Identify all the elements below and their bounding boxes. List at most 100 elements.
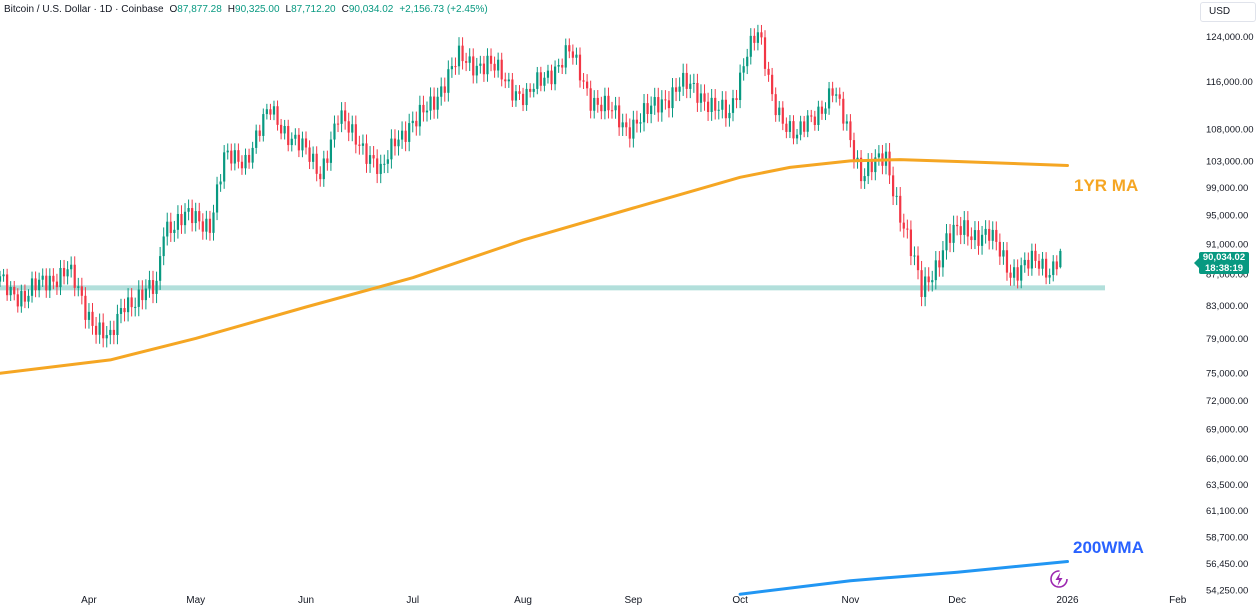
candle — [991, 221, 994, 250]
candle — [376, 149, 379, 184]
candle — [610, 101, 614, 119]
low-value: 87,712.20 — [291, 4, 336, 15]
candle — [70, 256, 73, 278]
candle — [41, 268, 44, 287]
candle — [667, 91, 671, 118]
candle — [717, 101, 720, 120]
candle — [1005, 242, 1009, 281]
candle — [920, 260, 923, 307]
candle — [191, 199, 194, 232]
y-tick-label: 124,000.00 — [1206, 32, 1254, 43]
candle — [148, 270, 151, 298]
candle — [425, 101, 429, 122]
candle — [753, 28, 756, 51]
candle — [995, 221, 998, 251]
currency-button[interactable]: USD — [1200, 2, 1256, 22]
candle — [760, 24, 763, 45]
candle — [500, 52, 503, 87]
candle — [1023, 252, 1026, 273]
candle — [682, 63, 685, 96]
candle — [664, 90, 667, 110]
candle — [938, 251, 941, 277]
candle — [237, 143, 240, 169]
candle — [699, 84, 703, 112]
candle — [1020, 257, 1023, 289]
candle — [105, 325, 108, 348]
candle — [1041, 251, 1044, 276]
candle — [746, 48, 749, 75]
candle — [84, 287, 87, 329]
candle — [1002, 241, 1005, 265]
candle — [877, 145, 880, 166]
candle — [511, 72, 514, 108]
close-label: C — [341, 4, 349, 15]
candle — [756, 24, 760, 51]
candle — [447, 60, 450, 102]
candle — [660, 90, 663, 122]
candle — [6, 268, 9, 301]
high-label: H — [227, 4, 236, 15]
candle — [831, 81, 834, 103]
candle — [397, 130, 400, 156]
candle — [326, 150, 329, 171]
candle — [721, 91, 724, 119]
candle — [151, 270, 155, 304]
candle — [319, 166, 322, 187]
candle — [916, 246, 920, 280]
candle — [365, 134, 368, 173]
candle — [578, 47, 582, 88]
candle — [521, 87, 525, 112]
lightning-logo-icon[interactable] — [1048, 568, 1070, 590]
candle — [678, 77, 681, 102]
candle — [393, 129, 397, 156]
candle — [842, 91, 845, 131]
candle — [795, 128, 799, 145]
candle — [73, 256, 76, 297]
candle — [607, 87, 610, 119]
candle — [112, 320, 115, 345]
y-tick-label: 63,500.00 — [1206, 480, 1248, 491]
candle — [304, 131, 308, 155]
candle — [714, 89, 717, 120]
y-tick-label: 61,100.00 — [1206, 506, 1248, 517]
candle — [173, 220, 176, 242]
candle — [109, 320, 112, 345]
candle — [781, 101, 784, 131]
candle — [902, 213, 905, 238]
candle — [1037, 253, 1041, 276]
candle — [400, 121, 404, 149]
candle — [568, 38, 571, 59]
candle — [618, 96, 621, 136]
candle — [1030, 243, 1033, 276]
candle — [123, 298, 126, 322]
y-tick-label: 75,000.00 — [1206, 369, 1248, 380]
candle — [763, 30, 767, 77]
candle — [849, 114, 852, 148]
candle — [774, 87, 777, 122]
candle — [1027, 252, 1030, 276]
candle — [550, 64, 553, 91]
annotation-1yr-ma: 1YR MA — [1074, 176, 1139, 195]
candle — [913, 246, 916, 266]
candle — [948, 224, 952, 253]
candle — [735, 89, 738, 109]
candle — [383, 154, 386, 174]
candle — [66, 261, 69, 285]
candle — [696, 73, 699, 112]
candle — [635, 110, 639, 133]
close-value: 90,034.02 — [348, 4, 394, 15]
candle — [272, 100, 276, 121]
candle — [934, 251, 937, 290]
candle — [351, 115, 354, 142]
candle — [134, 297, 137, 317]
candle — [532, 83, 535, 98]
candle — [290, 132, 293, 152]
x-tick-label: 2026 — [1056, 595, 1079, 606]
candle — [418, 95, 421, 136]
candle — [208, 210, 212, 241]
high-value: 90,325.00 — [235, 4, 280, 15]
candle — [80, 277, 83, 305]
candle — [859, 150, 863, 189]
candle — [621, 113, 624, 136]
